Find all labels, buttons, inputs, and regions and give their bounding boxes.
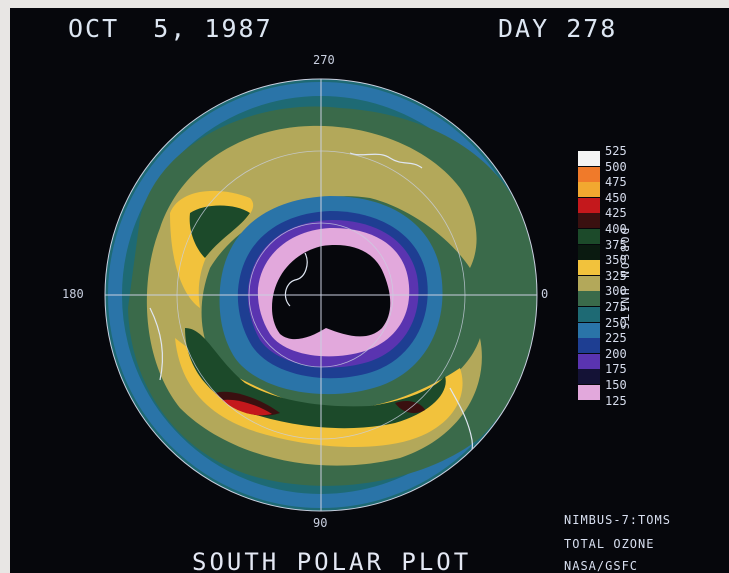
legend-row: 200 [578,347,668,369]
legend-swatch [578,369,600,385]
legend-row: 525 [578,144,668,166]
legend-row: 350 [578,253,668,276]
legend-swatch [578,151,600,166]
red-patch [222,399,272,416]
legend-row: 150 [578,378,668,400]
legend-swatch [578,244,600,260]
legend-swatch [578,338,600,354]
legend-value: 475 [605,175,627,190]
plot-title: SOUTH POLAR PLOT [192,548,472,573]
coastline-antarctica [284,252,308,307]
legend-value: 350 [605,253,627,268]
legend-value: 200 [605,346,627,361]
legend-value: 150 [605,378,627,392]
legend-swatch [578,353,600,369]
legend-value: 300 [605,284,627,299]
legend-row: 225 [578,331,668,354]
legend-swatch [578,322,600,338]
legend-unit-label: DOBSON UNITS [618,228,631,332]
legend-value: 225 [605,331,627,346]
legend-swatch [578,275,600,291]
legend-row: 400 [578,222,668,244]
legend-swatch [578,385,600,400]
lon-label-bottom: 90 [313,516,328,530]
ozone-map-panel: OCT 5, 1987 DAY 278 [10,8,729,573]
legend-row: 500 [578,160,668,182]
legend-value: 250 [605,315,627,330]
legend-value: 400 [605,222,627,236]
lon-label-right: 0 [541,287,549,301]
legend-value: 275 [605,300,627,314]
agency-label: NASA/GSFC [564,559,639,573]
legend-row: 300 [578,284,668,307]
legend-row: 375 [578,238,668,260]
ozone-hole-core [272,245,391,340]
legend-value: 525 [605,144,627,158]
lon-label-left: 180 [62,287,84,301]
legend-swatch [578,229,600,244]
legend-row: 450 [578,191,668,213]
legend-row: 475 [578,175,668,198]
legend-row: 175 [578,362,668,385]
legend-swatch [578,291,600,307]
legend-swatch [578,307,600,322]
day-label: DAY 278 [498,14,618,43]
legend-row: 325 [578,269,668,291]
legend-row: 425 [578,206,668,229]
polar-ozone-map [104,78,538,512]
legend-swatch [578,197,600,213]
date-label: OCT 5, 1987 [68,14,273,43]
legend-value: 375 [605,237,627,252]
lon-label-top: 270 [313,53,335,67]
dark-green-ridge-west [189,205,250,258]
maroon-patch-east [395,400,425,414]
legend-value: 425 [605,206,627,221]
legend-row: 275 [578,300,668,322]
legend-value: 500 [605,159,627,174]
product-label: TOTAL OZONE [564,537,655,551]
legend-row: 250 [578,316,668,338]
coastline-australia [349,152,423,169]
legend-swatch [578,182,600,198]
legend-swatch [578,213,600,229]
coastline-africa [149,307,163,381]
legend-value: 450 [605,190,627,205]
legend-swatch [578,166,600,182]
instrument-label: NIMBUS-7:TOMS [564,513,671,527]
legend-value: 325 [605,268,627,283]
legend-row: 125 [578,394,668,416]
legend-value: 125 [605,393,627,408]
legend-swatch [578,260,600,276]
legend-value: 175 [605,362,627,377]
